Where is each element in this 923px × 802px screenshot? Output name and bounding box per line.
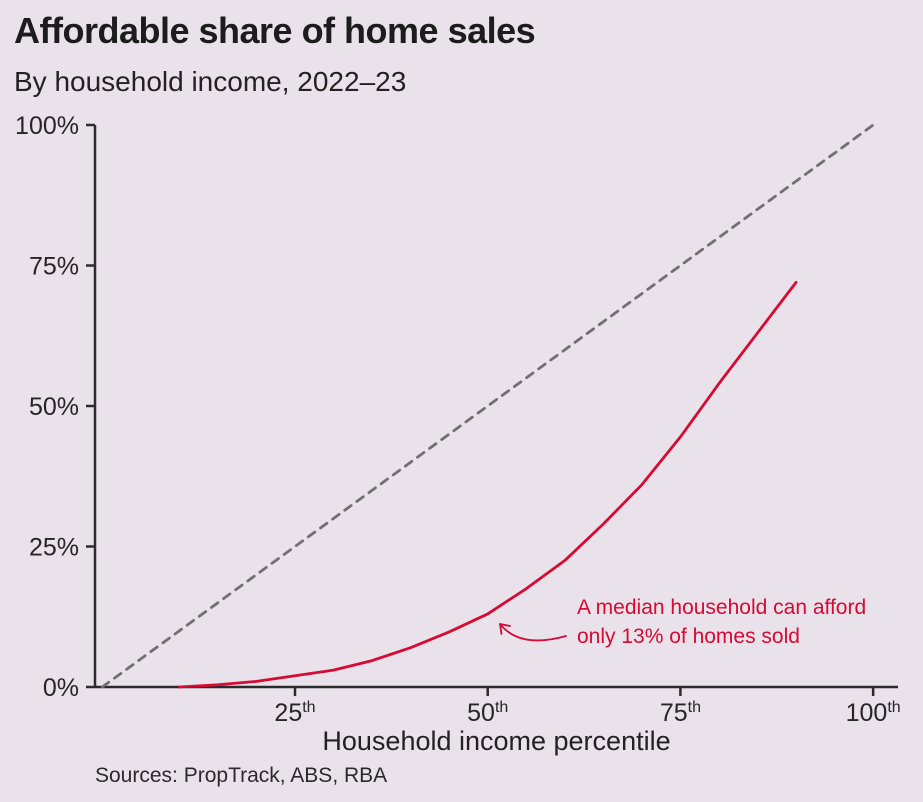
x-tick-label: 50th [467, 699, 508, 727]
x-tick-label: 25th [274, 699, 315, 727]
annotation-line2: only 13% of homes sold [577, 625, 800, 648]
annotation-arrowhead [499, 623, 511, 635]
y-tick-label: 25% [29, 534, 79, 562]
y-tick-label: 0% [43, 674, 79, 702]
y-tick-label: 50% [29, 393, 79, 421]
series-reference [100, 123, 875, 689]
y-tick-label: 75% [29, 253, 79, 281]
annotation-arrow [499, 623, 567, 642]
x-tick-label: 75th [660, 699, 701, 727]
chart-canvas: 0% 25% 50% 75% 100% 25th 50th 75th 100th A median… [15, 112, 901, 727]
source-note: Sources: PropTrack, ABS, RBA [95, 764, 388, 787]
annotation-line1: A median household can afford [577, 596, 866, 619]
y-tick-label: 100% [15, 112, 79, 140]
x-tick-label: 100th [846, 699, 901, 727]
series-line [177, 280, 798, 689]
chart-title: Affordable share of home sales [14, 10, 536, 51]
chart-subtitle: By household income, 2022–23 [14, 66, 407, 97]
x-axis-title: Household income percentile [322, 726, 671, 756]
